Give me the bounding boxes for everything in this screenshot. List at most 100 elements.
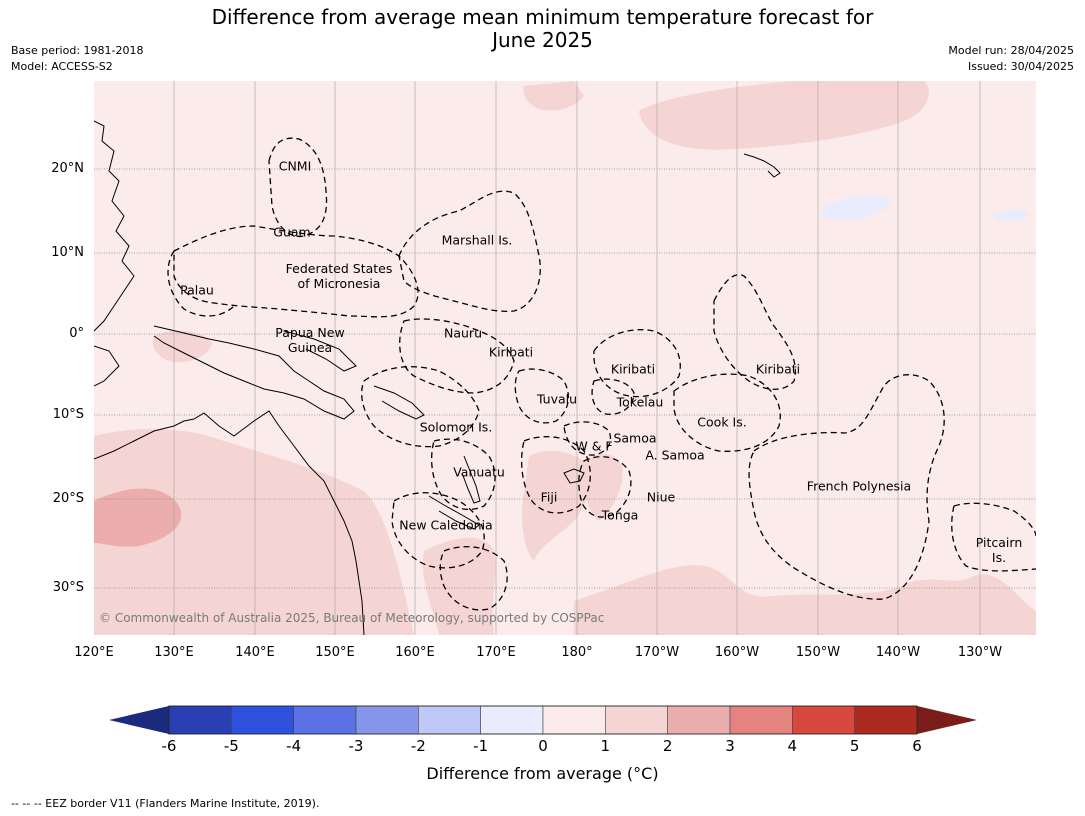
colorbar-box-3 <box>355 705 419 735</box>
colorbar-box-11 <box>854 705 918 735</box>
eez-fiji <box>521 436 591 514</box>
colorbar-boxes <box>168 705 918 735</box>
place-french-polynesia: French Polynesia <box>806 478 912 494</box>
lat-grid <box>94 168 1036 589</box>
coast-solomon <box>373 385 425 420</box>
colorbar-tick-label: 0 <box>538 737 548 755</box>
place-kiribati-central: Kiribati <box>610 361 656 377</box>
colorbar-tick-label: 3 <box>725 737 735 755</box>
anomaly-region-1-2-tonga <box>583 454 623 521</box>
eez-french-polynesia <box>748 374 945 600</box>
eez-samoa-wf <box>563 421 612 456</box>
map-area: CNMI Guam Marshall Is. Federated States … <box>94 81 1036 635</box>
colorbar-tick-label: 4 <box>787 737 798 755</box>
lon-grid <box>173 81 981 635</box>
coast-borneo-sulawesi <box>94 345 120 387</box>
place-marshall: Marshall Is. <box>441 232 513 248</box>
eez-palau <box>167 250 235 317</box>
lon-label-170e: 170°E <box>476 645 516 660</box>
place-palau: Palau <box>180 282 214 298</box>
place-new-caledonia: New Caledonia <box>399 517 493 533</box>
place-nauru: Nauru <box>444 325 482 341</box>
coast-png <box>153 325 355 420</box>
anomaly-region-1-2-tasman <box>422 537 496 635</box>
eez-pitcairn <box>951 502 1036 572</box>
lon-label-140w: 140°W <box>875 645 921 660</box>
colorbar-box-10 <box>792 705 855 735</box>
lat-label-30s: 30°S <box>52 580 84 595</box>
model-run: Model run: 28/04/2025 <box>948 44 1074 57</box>
base-period: Base period: 1981-2018 <box>11 44 144 57</box>
map-title: Difference from average mean minimum tem… <box>0 6 1085 52</box>
lon-label-160e: 160°E <box>395 645 435 660</box>
coast-newcal <box>428 495 480 530</box>
place-vanuatu: Vanuatu <box>453 464 505 480</box>
coast-philippines <box>94 120 135 332</box>
place-fsm-line-1: Federated States <box>285 261 393 276</box>
eez-nz-north <box>439 546 508 611</box>
lon-label-160w: 160°W <box>714 645 760 660</box>
colorbar-label: Difference from average (°C) <box>426 764 659 783</box>
eez-newcal <box>391 492 485 569</box>
lat-label-20s: 20°S <box>52 491 84 506</box>
place-tonga: Tonga <box>601 507 639 523</box>
colorbar-box-5 <box>480 705 544 735</box>
colorbar-box-6 <box>542 705 606 735</box>
title-line-1: Difference from average mean minimum tem… <box>211 5 874 29</box>
place-png-line-2: Guinea <box>287 340 333 355</box>
coast-vanuatu <box>461 455 481 504</box>
meta-right: Model run: 28/04/2025 Issued: 30/04/2025 <box>948 43 1074 75</box>
colorbar-box-9 <box>729 705 793 735</box>
eez-vanuatu <box>431 438 496 510</box>
eez-borders <box>167 137 1036 611</box>
anomaly-region-1-2-north <box>639 81 929 150</box>
colorbar-tick-label: -3 <box>348 737 364 755</box>
colorbar-tick-label: 1 <box>600 737 611 755</box>
colorbar-tick-label: 6 <box>912 737 922 755</box>
eez-cnmi-guam <box>268 137 328 238</box>
colorbar-tick-label: -5 <box>223 737 239 755</box>
eez-tuvalu <box>514 368 570 424</box>
place-cook-islands: Cook Is. <box>697 414 747 430</box>
colorbar-box-0 <box>168 705 232 735</box>
place-samoa: Samoa <box>613 430 657 446</box>
anomaly-region-1-2-north-small <box>523 81 584 111</box>
anomaly-shading <box>94 81 1036 635</box>
eez-cook <box>673 373 781 452</box>
colorbar-box-8 <box>667 705 731 735</box>
anomaly-region-png <box>152 330 212 363</box>
eez-footnote: -- -- -- EEZ border V11 (Flanders Marine… <box>11 797 320 810</box>
place-pitcairn-line-1: Pitcairn <box>975 535 1023 550</box>
place-tuvalu: Tuvalu <box>536 391 578 407</box>
place-png-line-1: Papua New <box>275 325 345 340</box>
lon-label-130w: 130°W <box>957 645 1003 660</box>
coast-bismarck <box>283 330 357 372</box>
copyright-notice: © Commonwealth of Australia 2025, Bureau… <box>99 611 605 625</box>
eez-niue-tonga <box>578 456 632 518</box>
anomaly-region-1-2-nz <box>654 610 709 635</box>
lon-label-180: 180° <box>561 645 593 660</box>
colorbar-box-1 <box>231 705 294 735</box>
colorbar-box-7 <box>605 705 668 735</box>
issued-date: Issued: 30/04/2025 <box>967 60 1074 73</box>
colorbar-tick-label: 5 <box>849 737 860 755</box>
eez-nauru-kiribati-w <box>399 318 515 394</box>
place-wallis-futuna: W & F <box>575 438 613 454</box>
place-pitcairn: Pitcairn Is. <box>976 535 1022 565</box>
coast-hawaii <box>743 153 781 178</box>
lat-label-10s: 10°S <box>52 407 84 422</box>
place-tokelau: Tokelau <box>616 394 664 410</box>
coast-australia <box>94 410 365 635</box>
model-name: Model: ACCESS-S2 <box>11 60 113 73</box>
anomaly-region-1-2-fiji <box>522 450 591 561</box>
place-fsm: Federated States of Micronesia <box>286 261 393 291</box>
meta-left: Base period: 1981-2018 Model: ACCESS-S2 <box>11 43 143 75</box>
anomaly-region-2-3-australia <box>94 488 182 547</box>
colorbar <box>109 705 977 735</box>
lon-label-150e: 150°E <box>315 645 355 660</box>
title-line-2: June 2025 <box>492 28 593 52</box>
place-niue: Niue <box>646 489 676 505</box>
lon-label-170w: 170°W <box>634 645 680 660</box>
colorbar-tick-label: -1 <box>473 737 489 755</box>
anomaly-region-neg1-0 <box>820 195 890 221</box>
